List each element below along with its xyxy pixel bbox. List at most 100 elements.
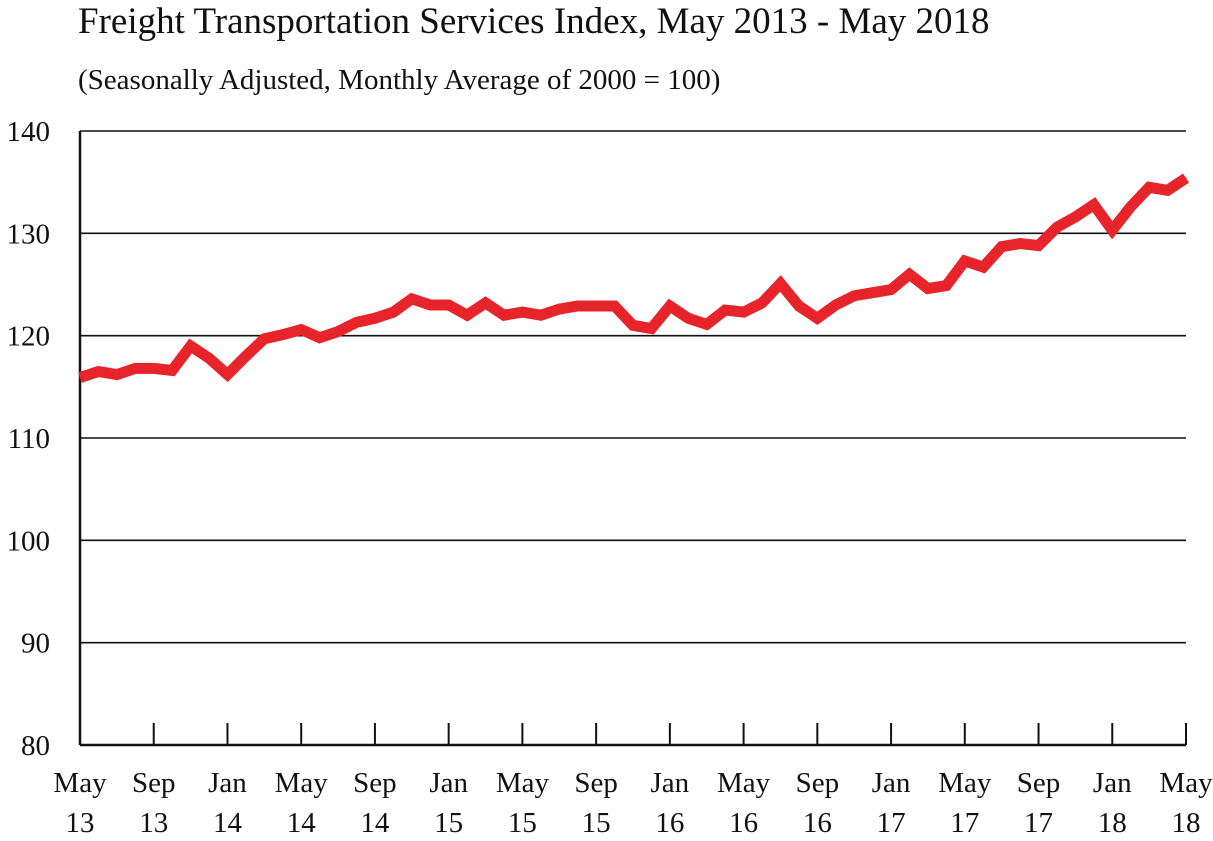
data-point <box>1148 186 1150 188</box>
data-point <box>448 304 450 306</box>
data-point <box>1037 245 1040 247</box>
y-tick-label: 90 <box>21 628 50 660</box>
x-tick-year: 17 <box>1024 807 1053 839</box>
x-tick-month: Sep <box>353 767 397 799</box>
data-point <box>1093 204 1095 206</box>
data-point <box>79 377 81 379</box>
data-point <box>890 289 892 291</box>
data-point <box>300 328 302 331</box>
x-tick-month: Jan <box>208 767 247 799</box>
x-tick-year: 14 <box>213 807 243 839</box>
data-point <box>1130 206 1132 208</box>
data-point <box>650 327 653 330</box>
data-point <box>816 317 818 319</box>
data-point <box>392 311 394 313</box>
data-point <box>761 302 763 304</box>
x-tick-year: 13 <box>66 807 95 839</box>
y-tick-label: 80 <box>21 730 50 762</box>
data-point <box>835 304 837 306</box>
data-point <box>1056 226 1058 228</box>
x-tick-month: Jan <box>872 767 911 799</box>
data-point <box>540 314 542 316</box>
x-axis-ticks: May 13 Sep 13 Jan 14 May 14 Sep 14 Jan 15 May 15 Sep 15… <box>53 723 1213 839</box>
data-point <box>1166 189 1169 191</box>
data-point <box>521 311 524 313</box>
x-tick-month: May <box>1159 767 1213 799</box>
data-point <box>558 308 560 310</box>
data-point <box>779 282 782 285</box>
data-point <box>927 287 929 290</box>
y-tick-label: 130 <box>7 218 51 250</box>
data-point <box>613 305 616 307</box>
chart-title: Freight Transportation Services Index, M… <box>78 1 990 42</box>
data-point <box>411 298 413 300</box>
y-tick-label: 140 <box>7 116 51 148</box>
data-point <box>503 314 505 316</box>
x-tick-year: 18 <box>1098 807 1127 839</box>
data-point <box>282 334 284 336</box>
data-point <box>1001 246 1003 248</box>
x-tick-year: 13 <box>139 807 168 839</box>
x-tick-month: May <box>717 767 771 799</box>
data-point <box>577 305 579 307</box>
x-tick-year: 18 <box>1172 807 1201 839</box>
data-point <box>632 324 634 327</box>
x-tick-year: 15 <box>508 807 537 839</box>
data-point <box>1074 216 1076 218</box>
data-point <box>226 373 229 376</box>
data-point <box>743 311 745 313</box>
data-point <box>355 321 358 323</box>
x-tick-year: 17 <box>877 807 906 839</box>
data-point <box>982 266 984 268</box>
data-point <box>484 302 487 304</box>
x-tick-year: 16 <box>803 807 832 839</box>
data-point <box>687 317 689 319</box>
x-tick-year: 16 <box>729 807 758 839</box>
x-tick-month: May <box>938 767 992 799</box>
data-point <box>945 284 947 287</box>
data-point <box>872 292 874 294</box>
x-tick-year: 14 <box>287 807 317 839</box>
data-point <box>208 357 210 359</box>
x-tick-month: Jan <box>429 767 468 799</box>
data-point <box>706 323 708 326</box>
data-point <box>908 273 911 275</box>
x-tick-month: May <box>53 767 107 799</box>
x-tick-year: 16 <box>655 807 684 839</box>
data-point <box>374 317 376 319</box>
y-tick-label: 120 <box>7 321 51 353</box>
data-point <box>337 330 339 333</box>
data-point <box>1185 177 1187 179</box>
data-point <box>669 305 671 307</box>
data-point <box>319 337 321 339</box>
data-point <box>595 305 597 307</box>
data-point <box>116 373 118 376</box>
data-point <box>97 370 100 373</box>
data-point <box>724 309 726 311</box>
data-point <box>853 295 855 297</box>
x-tick-month: Sep <box>796 767 840 799</box>
data-point <box>466 314 468 316</box>
series-line <box>78 173 1190 383</box>
x-tick-month: May <box>496 767 550 799</box>
data-point <box>245 355 247 357</box>
x-tick-month: Jan <box>1093 767 1132 799</box>
data-point <box>171 369 173 372</box>
x-tick-month: Sep <box>574 767 618 799</box>
x-tick-year: 14 <box>360 807 390 839</box>
data-point <box>1019 242 1021 245</box>
x-tick-year: 15 <box>434 807 463 839</box>
grid-lines <box>80 130 1186 644</box>
y-tick-label: 100 <box>7 525 51 557</box>
data-point <box>190 345 192 347</box>
data-point <box>263 338 265 340</box>
x-tick-month: Sep <box>132 767 176 799</box>
chart-subtitle: (Seasonally Adjusted, Monthly Average of… <box>78 64 721 96</box>
x-tick-month: May <box>275 767 329 799</box>
x-tick-year: 15 <box>582 807 611 839</box>
data-point <box>1111 229 1113 231</box>
x-tick-year: 17 <box>950 807 979 839</box>
data-point <box>134 367 136 370</box>
data-point <box>429 304 431 306</box>
